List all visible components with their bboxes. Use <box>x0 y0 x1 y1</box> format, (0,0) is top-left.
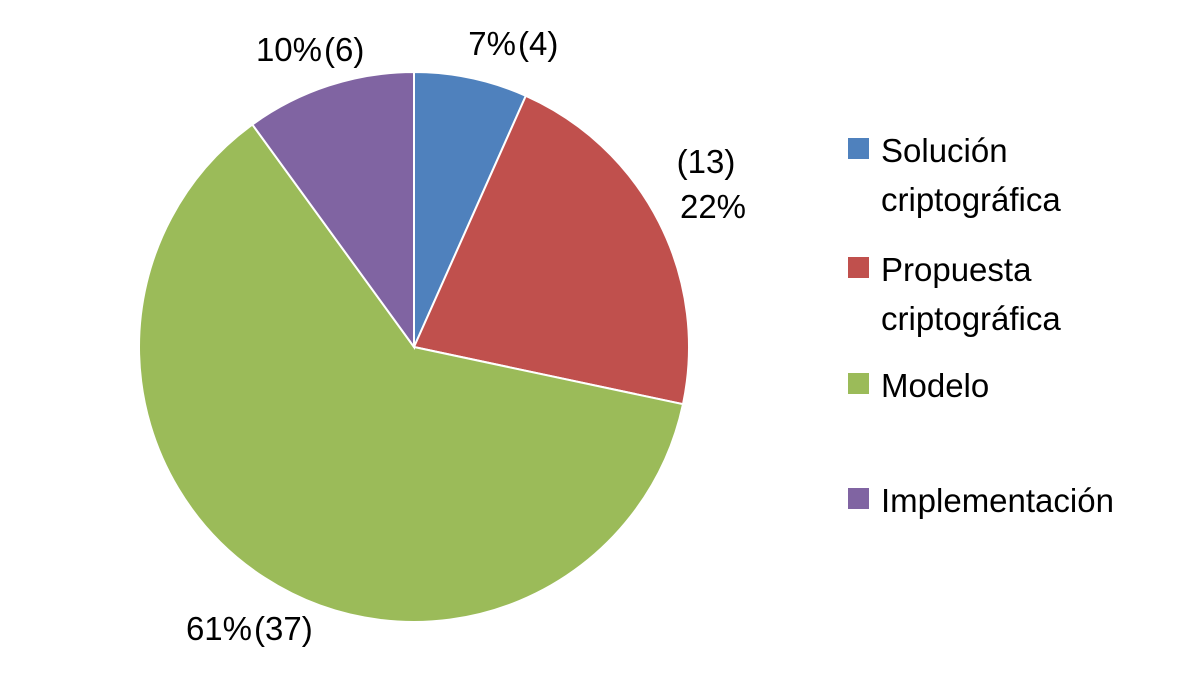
pie-slice-propuesta-criptografica <box>412 94 690 406</box>
data-label-count-modelo: (37) <box>254 610 313 647</box>
data-label-percent-propuesta-criptografica: 22% <box>680 188 746 225</box>
data-labels: 7% (4) (13) 22% 61% (37) 10% (6) <box>186 25 746 647</box>
legend-swatch-solucion-criptografica <box>848 138 869 159</box>
legend-swatch-implementacion <box>848 488 869 509</box>
data-label-percent-implementacion: 10% <box>256 31 322 68</box>
legend-item-propuesta-criptografica: Propuesta criptográfica <box>848 245 1061 343</box>
legend-label-propuesta-criptografica: Propuesta criptográfica <box>881 251 1061 337</box>
legend-swatch-modelo <box>848 373 869 394</box>
data-label-percent-modelo: 61% <box>186 610 252 647</box>
data-label-count-implementacion: (6) <box>324 31 364 68</box>
data-label-count-propuesta-criptografica: (13) <box>677 143 736 180</box>
data-label-count-solucion-criptografica: (4) <box>518 25 558 62</box>
legend-label-modelo: Modelo <box>881 367 990 404</box>
data-label-percent-solucion-criptografica: 7% <box>468 25 516 62</box>
legend-item-solucion-criptografica: Solución criptográfica <box>848 126 1061 224</box>
legend-label-implementacion: Implementación <box>881 482 1114 519</box>
legend-swatch-propuesta-criptografica <box>848 257 869 278</box>
legend-label-solucion-criptografica: Solución criptográfica <box>881 132 1061 218</box>
legend-item-modelo: Modelo <box>848 361 989 410</box>
pie-slice-solucion-criptografica <box>413 70 528 348</box>
pie-slice-implementacion <box>250 70 415 351</box>
legend-item-implementacion: Implementación <box>848 476 1114 525</box>
pie-slices <box>138 70 690 623</box>
pie-slice-modelo <box>138 123 685 623</box>
